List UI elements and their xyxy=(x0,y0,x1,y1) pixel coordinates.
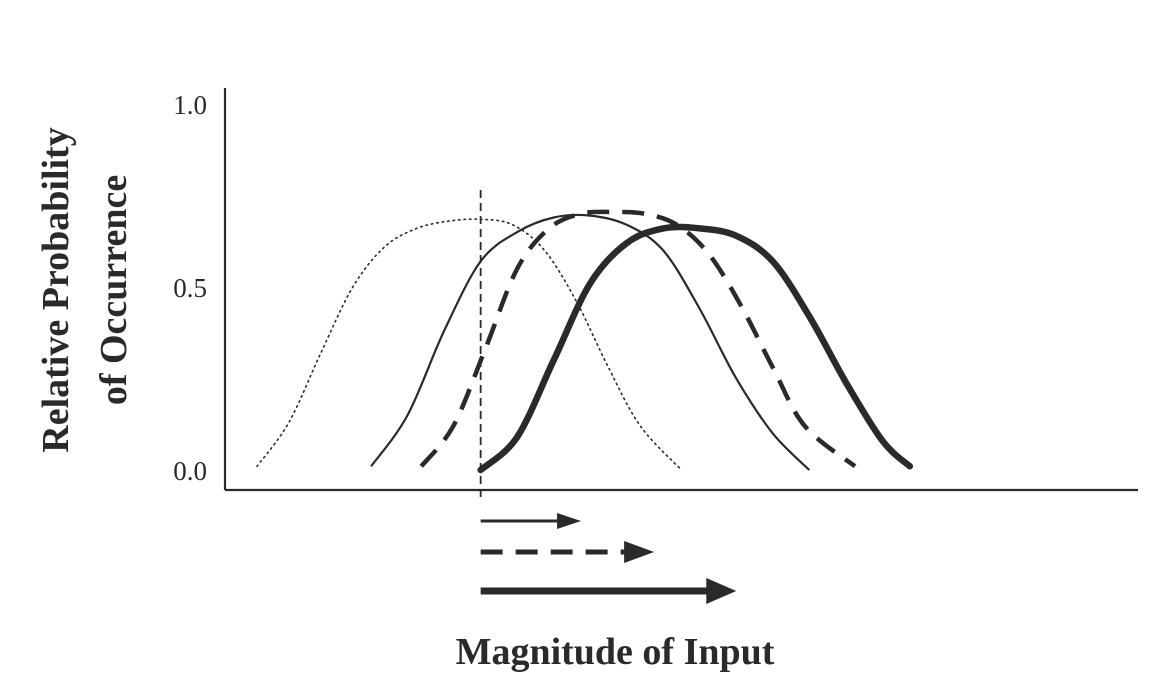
arrow-head xyxy=(624,541,655,563)
arrow-head xyxy=(557,513,582,529)
y-tick-label: 0.5 xyxy=(173,273,207,303)
series-thick-curve xyxy=(477,223,914,474)
y-axis-title-line-1: Relative Probability xyxy=(35,127,77,452)
arrow-thick xyxy=(480,578,737,604)
series-solid-curve xyxy=(370,213,811,471)
arrow-solid xyxy=(480,513,582,529)
series-dotted-curve xyxy=(256,218,683,471)
y-axis-title-line-2: of Occurrence xyxy=(93,175,135,405)
arrow-dashed xyxy=(480,541,655,563)
shift-arrows xyxy=(480,513,737,604)
y-axis-title: Relative Probability of Occurrence xyxy=(35,127,135,452)
series-dashed-curve xyxy=(419,209,857,469)
series-curves xyxy=(256,209,914,474)
y-tick-labels: 0.0 0.5 1.0 xyxy=(173,90,207,486)
y-tick-label: 1.0 xyxy=(173,90,207,120)
x-axis-title: Magnitude of Input xyxy=(456,631,775,673)
arrow-head xyxy=(706,578,737,604)
y-tick-label: 0.0 xyxy=(173,456,207,486)
